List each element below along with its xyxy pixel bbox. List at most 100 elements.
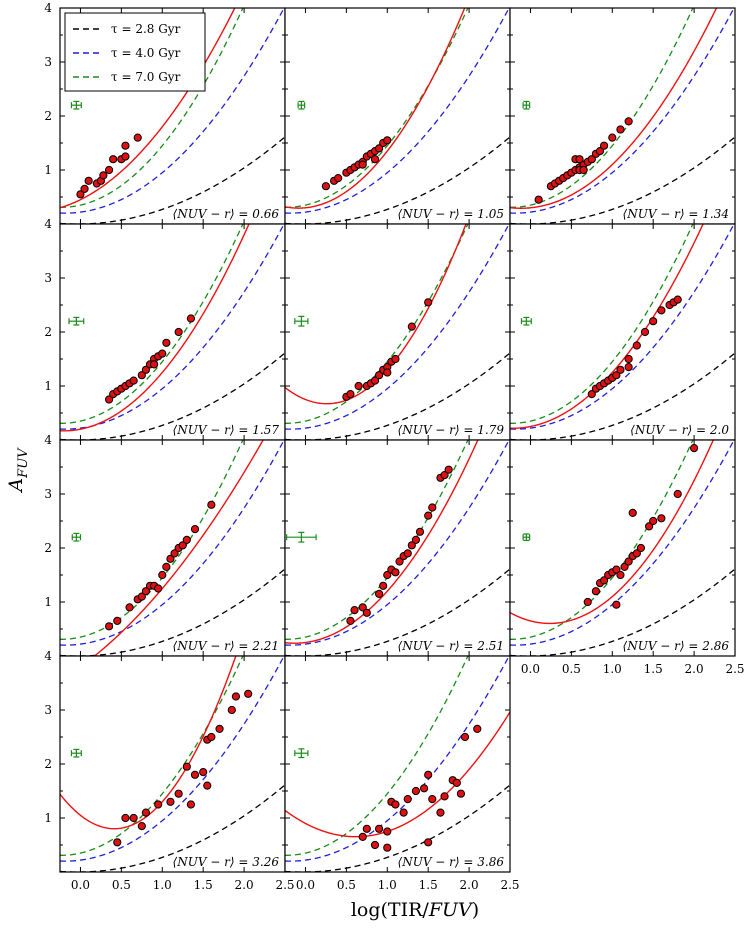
data-point: [383, 570, 392, 580]
x-tick-label: 1.5: [644, 662, 663, 676]
model-curve: [510, 224, 735, 430]
data-point: [358, 603, 367, 612]
data-point: [579, 165, 588, 175]
data-point: [424, 511, 433, 520]
y-tick-label: 4: [44, 649, 52, 663]
data-point: [612, 600, 621, 609]
fit-curve: [93, 440, 264, 656]
data-point: [158, 570, 167, 580]
data-point: [612, 565, 621, 574]
data-point: [166, 797, 175, 806]
y-tick-label: 1: [44, 595, 52, 609]
model-curve: [60, 568, 285, 656]
x-tick-label: 0.0: [296, 878, 315, 892]
panel-color-label: ⟨NUV − r⟩ = 1.34: [623, 207, 729, 221]
data-point: [346, 390, 355, 399]
data-point: [407, 322, 416, 331]
data-point: [370, 376, 380, 385]
x-axis-label: log(TIR/FUV): [351, 899, 479, 921]
data-point: [141, 587, 151, 596]
data-point: [649, 317, 658, 326]
model-curve: [510, 440, 735, 646]
data-point: [391, 568, 400, 577]
data-point: [624, 117, 633, 126]
data-point: [624, 557, 633, 566]
model-curve: [285, 440, 510, 646]
data-point: [321, 182, 331, 191]
data-point: [407, 541, 416, 550]
panel: ⟨NUV − r⟩ = 2.51: [284, 439, 511, 657]
y-tick-label: 3: [44, 55, 52, 69]
error-bar: [522, 533, 531, 542]
data-point: [109, 155, 118, 164]
data-point: [424, 838, 433, 847]
panel-color-label: ⟨NUV − r⟩ = 3.86: [398, 855, 505, 869]
data-point: [174, 789, 183, 798]
y-tick-label: 3: [44, 487, 52, 501]
model-curve: [60, 224, 285, 430]
fit-curve: [510, 440, 715, 625]
panel: ⟨NUV − r⟩ = 1.05: [284, 7, 511, 225]
fit-curve: [510, 224, 704, 429]
data-point: [428, 503, 437, 512]
error-bar: [68, 316, 85, 326]
model-curve: [510, 136, 735, 224]
fit-curve: [60, 656, 237, 830]
model-curve: [510, 568, 735, 656]
panel-color-label: ⟨NUV − r⟩ = 2.51: [398, 639, 504, 653]
data-point: [424, 770, 433, 779]
data-point: [186, 314, 196, 323]
fit-curve: [510, 8, 718, 209]
y-tick-label: 2: [44, 541, 52, 555]
model-curve: [285, 136, 510, 224]
data-point: [374, 589, 384, 598]
data-point: [362, 824, 371, 833]
data-point: [587, 155, 596, 164]
data-point: [346, 616, 355, 625]
model-curve: [285, 656, 469, 856]
data-point: [428, 795, 437, 804]
data-point: [616, 125, 625, 134]
x-tick-label: 2.0: [460, 878, 479, 892]
y-tick-label: 1: [44, 811, 52, 825]
panel-background: [285, 440, 510, 656]
error-bar: [70, 748, 82, 758]
data-point: [636, 543, 646, 553]
data-point: [162, 562, 171, 572]
fit-curve: [60, 8, 236, 209]
model-curve: [510, 8, 735, 214]
data-point: [640, 327, 650, 337]
legend: τ = 2.8 Gyr τ = 4.0 Gyr τ = 7.0 Gyr: [64, 12, 206, 92]
model-curve: [60, 352, 285, 440]
data-point: [137, 592, 146, 601]
data-point: [362, 608, 371, 617]
x-tick-label: 0.5: [337, 878, 356, 892]
y-tick-label: 2: [44, 757, 52, 771]
data-point: [99, 171, 108, 180]
data-point: [632, 549, 641, 558]
data-point: [383, 843, 392, 852]
data-point: [374, 824, 384, 833]
error-bar: [294, 748, 309, 759]
panel: ⟨NUV − r⟩ = 1.34: [509, 7, 736, 225]
fit-curve: [285, 711, 510, 838]
data-point: [129, 376, 138, 385]
model-curve: [285, 352, 510, 440]
error-bar: [522, 100, 531, 110]
panel-background: [510, 440, 735, 656]
panel-background: [285, 8, 510, 224]
y-axis-label: AFUV: [5, 447, 31, 494]
x-tick-label: 0.5: [562, 662, 581, 676]
data-point: [354, 381, 363, 391]
data-point: [84, 176, 93, 185]
error-bar: [71, 532, 82, 542]
data-point: [186, 800, 196, 809]
data-point: [190, 770, 200, 779]
model-curve: [60, 8, 285, 214]
panel-background: [60, 440, 285, 656]
panel-color-label: ⟨NUV − r⟩ = 0.66: [173, 207, 280, 221]
data-point: [657, 514, 666, 523]
model-curve: [285, 8, 469, 208]
error-bar: [286, 531, 317, 543]
data-point: [616, 570, 625, 580]
